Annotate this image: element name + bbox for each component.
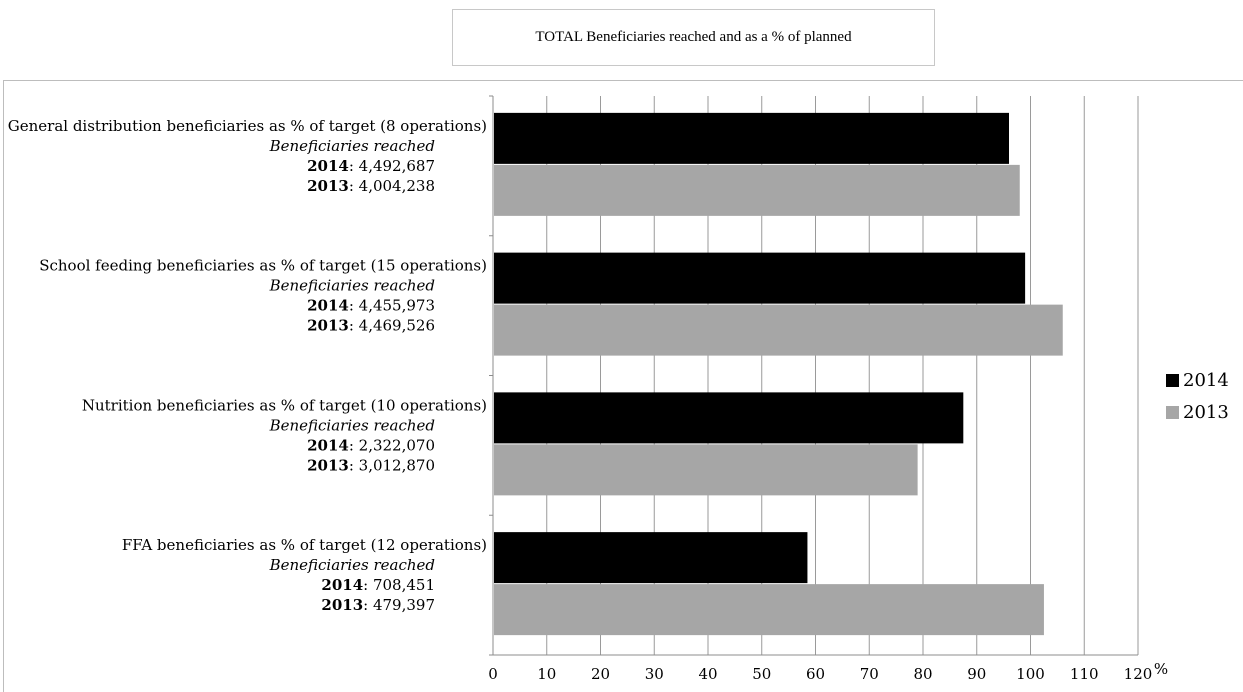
year-label: 2014 [307, 157, 349, 175]
year-label: 2013 [321, 596, 363, 614]
year-label: 2013 [307, 456, 349, 474]
bar-2013 [494, 444, 918, 496]
x-tick-label: 100 [1016, 665, 1045, 683]
category-sublabel: Beneficiaries reached [269, 416, 435, 434]
x-tick-label: 40 [698, 665, 717, 683]
category-label: General distribution beneficiaries as % … [8, 117, 487, 135]
legend-item-2014: 2014 [1166, 364, 1229, 396]
category-label: School feeding beneficiaries as % of tar… [39, 257, 487, 275]
x-tick-label: 80 [913, 665, 932, 683]
year-label: 2014 [321, 576, 363, 594]
category-value-line: 2014: 2,322,070 [307, 436, 435, 454]
x-tick-label: 110 [1070, 665, 1099, 683]
year-label: 2014 [307, 297, 349, 315]
chart-legend: 2014 2013 [1166, 364, 1229, 428]
x-tick-label: 90 [967, 665, 986, 683]
beneficiaries-value: : 479,397 [363, 596, 435, 614]
year-label: 2013 [307, 177, 349, 195]
beneficiaries-value: : 4,469,526 [349, 317, 435, 335]
bar-2014 [494, 532, 808, 584]
x-axis-unit-label: % [1154, 660, 1168, 678]
bar-2013 [494, 304, 1063, 356]
chart-title: TOTAL Beneficiaries reached and as a % o… [452, 9, 935, 66]
x-tick-label: 70 [860, 665, 879, 683]
category-value-line: 2013: 4,004,238 [307, 177, 435, 195]
legend-label-2013: 2013 [1183, 401, 1229, 423]
category-value-line: 2013: 479,397 [321, 596, 435, 614]
x-tick-label: 60 [806, 665, 825, 683]
beneficiaries-value: : 708,451 [363, 576, 435, 594]
category-value-line: 2013: 4,469,526 [307, 317, 435, 335]
x-tick-label: 10 [537, 665, 556, 683]
bar-2013 [494, 584, 1044, 636]
category-value-line: 2014: 708,451 [321, 576, 435, 594]
beneficiaries-value: : 3,012,870 [349, 456, 435, 474]
category-value-line: 2014: 4,492,687 [307, 157, 435, 175]
bar-2014 [494, 112, 1009, 164]
category-sublabel: Beneficiaries reached [269, 277, 435, 295]
category-value-line: 2014: 4,455,973 [307, 297, 435, 315]
category-label: Nutrition beneficiaries as % of target (… [82, 396, 487, 414]
chart-frame [3, 80, 1243, 692]
year-label: 2014 [307, 436, 349, 454]
category-sublabel: Beneficiaries reached [269, 556, 435, 574]
legend-swatch-2014 [1166, 373, 1179, 387]
legend-label-2014: 2014 [1183, 369, 1229, 391]
bar-2014 [494, 392, 964, 444]
bar-2013 [494, 164, 1020, 216]
legend-swatch-2013 [1166, 405, 1179, 419]
x-tick-label: 30 [645, 665, 664, 683]
x-tick-label: 0 [488, 665, 498, 683]
legend-item-2013: 2013 [1166, 396, 1229, 428]
category-label: FFA beneficiaries as % of target (12 ope… [122, 536, 487, 554]
year-label: 2013 [307, 317, 349, 335]
beneficiaries-value: : 2,322,070 [349, 436, 435, 454]
beneficiaries-value: : 4,004,238 [349, 177, 435, 195]
beneficiaries-value: : 4,455,973 [349, 297, 435, 315]
bar-2014 [494, 252, 1026, 304]
x-tick-label: 20 [591, 665, 610, 683]
category-sublabel: Beneficiaries reached [269, 137, 435, 155]
x-tick-label: 120 [1124, 665, 1153, 683]
x-tick-label: 50 [752, 665, 771, 683]
category-value-line: 2013: 3,012,870 [307, 456, 435, 474]
beneficiaries-value: : 4,492,687 [349, 157, 435, 175]
